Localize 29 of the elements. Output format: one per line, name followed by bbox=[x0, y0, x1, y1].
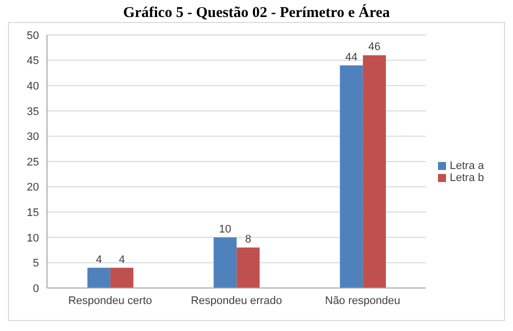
x-tick-label: Respondeu certo bbox=[68, 294, 152, 307]
data-label: 46 bbox=[368, 41, 381, 54]
y-tick-label: 25 bbox=[26, 156, 39, 168]
bar bbox=[340, 65, 363, 288]
y-tick-label: 5 bbox=[32, 258, 39, 270]
data-label: 8 bbox=[245, 234, 252, 246]
x-tick-label: Respondeu errado bbox=[190, 294, 282, 307]
data-label: 4 bbox=[118, 254, 125, 266]
y-tick-label: 0 bbox=[32, 282, 39, 295]
chart-title: Gráfico 5 - Questão 02 - Perímetro e Área bbox=[122, 4, 391, 22]
bar bbox=[110, 268, 134, 288]
bar bbox=[87, 268, 110, 288]
bar bbox=[214, 237, 237, 288]
bar bbox=[362, 55, 386, 288]
data-label: 10 bbox=[219, 223, 232, 236]
y-tick-label: 40 bbox=[26, 80, 39, 93]
y-tick-label: 45 bbox=[26, 55, 39, 68]
y-tick-label: 20 bbox=[26, 182, 39, 194]
x-tick-label: Não respondeu bbox=[325, 294, 400, 307]
y-tick-label: 50 bbox=[26, 30, 39, 42]
y-tick-label: 35 bbox=[26, 106, 39, 118]
y-tick-label: 15 bbox=[26, 207, 39, 220]
y-tick-label: 10 bbox=[26, 232, 39, 244]
y-tick-label: 30 bbox=[26, 131, 39, 144]
data-label: 44 bbox=[345, 51, 358, 64]
data-label: 4 bbox=[96, 254, 102, 266]
legend-label: Letra a bbox=[450, 160, 484, 172]
bar bbox=[236, 248, 260, 288]
legend-label: Letra b bbox=[450, 172, 484, 184]
